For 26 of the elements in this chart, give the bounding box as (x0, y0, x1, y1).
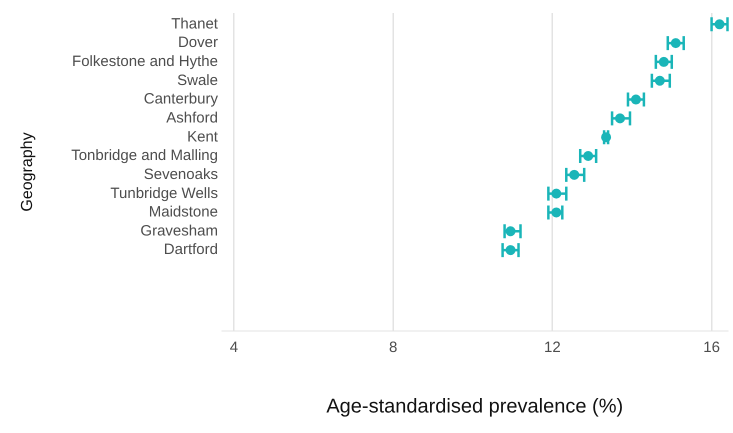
point (654, 76, 665, 86)
point (551, 207, 562, 218)
point (615, 113, 626, 124)
x-tick-label: 16 (703, 339, 720, 356)
y-tick-label: Dartford (164, 241, 218, 258)
y-tick-label: Folkestone and Hythe (72, 53, 218, 70)
y-tick-label: Tunbridge Wells (110, 184, 218, 202)
y-tick-label: Maidstone (148, 204, 218, 221)
y-tick-label: Canterbury (144, 90, 218, 108)
point (551, 188, 562, 199)
point (506, 226, 516, 236)
y-tick-label: Tonbridge and Malling (71, 147, 218, 164)
point (569, 170, 580, 180)
y-tick-label: Ashford (166, 110, 218, 127)
x-tick-label: 12 (544, 339, 561, 356)
x-tick-label: 8 (388, 339, 398, 356)
point (601, 132, 612, 142)
y-tick-label: Kent (187, 128, 219, 146)
y-tick-label: Thanet (171, 15, 219, 32)
x-tick-label: 4 (230, 339, 238, 356)
y-tick-label: Swale (177, 72, 218, 89)
y-axis-title: Geography (19, 132, 36, 212)
y-tick-label: Gravesham (140, 222, 218, 240)
y-tick-label: Sevenoaks (144, 166, 218, 183)
x-axis-title: Age-standardised prevalence (%) (326, 396, 624, 418)
y-tick-label: Dover (178, 34, 218, 52)
